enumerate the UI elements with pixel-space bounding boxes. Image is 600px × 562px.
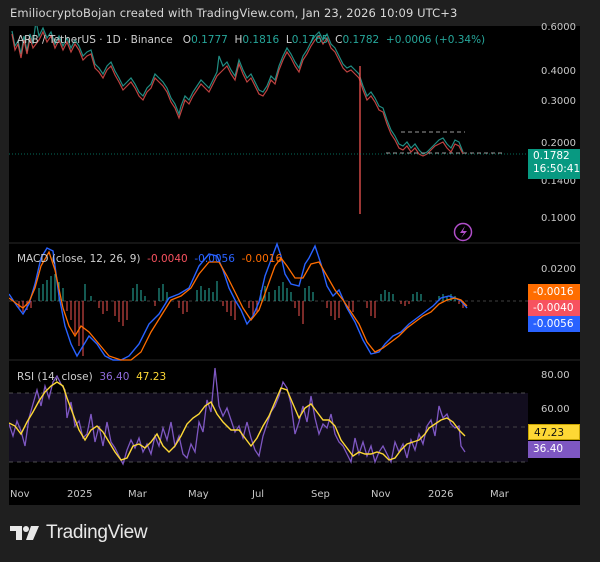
tradingview-logo-icon bbox=[10, 526, 39, 540]
macd-legend[interactable]: MACD (close, 12, 26, 9) -0.0040 -0.0056 … bbox=[17, 253, 282, 265]
rsi-tick: 60.00 bbox=[541, 404, 570, 415]
time-tick: Jul bbox=[252, 489, 265, 500]
time-tick: 2025 bbox=[67, 489, 93, 500]
price-tick: 0.2000 bbox=[541, 138, 576, 149]
close-label: C bbox=[335, 34, 343, 46]
open-label: O bbox=[182, 34, 192, 46]
close-value: 0.1782 bbox=[342, 34, 380, 46]
symbol-title[interactable]: ARB / TetherUS · 1D · Binance bbox=[17, 34, 173, 46]
price-tick: 0.3000 bbox=[541, 96, 576, 107]
price-candles bbox=[11, 26, 464, 214]
time-tick: May bbox=[188, 489, 209, 500]
time-tick: 2026 bbox=[428, 489, 454, 500]
rsi-value: 36.40 bbox=[99, 371, 130, 383]
rsi-tick: 80.00 bbox=[541, 370, 570, 381]
rsi-ma-tag: 47.23 bbox=[528, 424, 580, 440]
lightning-icon[interactable] bbox=[453, 222, 473, 242]
price-tick: 0.1400 bbox=[541, 176, 576, 187]
open-value: 0.1777 bbox=[191, 34, 228, 46]
rsi-legend[interactable]: RSI (14, close) 36.40 47.23 bbox=[17, 371, 166, 383]
macd-tick: 0.0200 bbox=[541, 264, 576, 275]
chart-frame[interactable]: ARB / TetherUS · 1D · Binance O0.1777 H0… bbox=[9, 26, 580, 505]
macd-line-value: -0.0056 bbox=[194, 253, 235, 265]
last-price-value: 0.1782 bbox=[533, 150, 570, 162]
time-tick: Nov bbox=[371, 489, 391, 500]
rsi-title[interactable]: RSI (14, close) bbox=[17, 371, 93, 383]
price-tick: 0.4000 bbox=[541, 66, 576, 77]
low-label: L bbox=[285, 34, 292, 46]
macd-signal-value: -0.0016 bbox=[241, 253, 283, 265]
macd-title[interactable]: MACD (close, 12, 26, 9) bbox=[17, 253, 141, 265]
rsi-tag: 36.40 bbox=[528, 441, 580, 458]
macd-histogram-tag: -0.0040 bbox=[528, 300, 580, 316]
time-tick: Nov bbox=[10, 489, 30, 500]
last-price-tag: 0.1782 16:50:41 bbox=[528, 149, 580, 179]
change-value: +0.0006 (+0.34%) bbox=[385, 34, 486, 46]
rsi-pane bbox=[9, 367, 528, 466]
high-label: H bbox=[234, 34, 243, 46]
macd-histogram bbox=[18, 274, 464, 356]
tradingview-wordmark: TradingView bbox=[46, 522, 148, 543]
macd-pane bbox=[9, 241, 528, 361]
time-tick: Mar bbox=[490, 489, 509, 500]
price-tick: 0.6000 bbox=[541, 22, 576, 33]
bar-countdown: 16:50:41 bbox=[533, 163, 581, 175]
rsi-ma-value: 47.23 bbox=[136, 371, 167, 383]
macd-line-tag: -0.0056 bbox=[528, 316, 580, 332]
high-value: 0.1816 bbox=[242, 34, 280, 46]
price-tick: 0.1000 bbox=[541, 213, 576, 224]
low-value: 0.1765 bbox=[291, 34, 329, 46]
time-tick: Sep bbox=[311, 489, 330, 500]
tradingview-logo[interactable]: TradingView bbox=[10, 522, 148, 544]
macd-histogram-value: -0.0040 bbox=[147, 253, 188, 265]
symbol-legend[interactable]: ARB / TetherUS · 1D · Binance O0.1777 H0… bbox=[17, 34, 485, 46]
chart-canvas[interactable] bbox=[9, 26, 580, 505]
macd-signal-tag: -0.0016 bbox=[528, 284, 580, 300]
time-tick: Mar bbox=[128, 489, 147, 500]
chart-attribution: EmiliocryptoBojan created with TradingVi… bbox=[10, 6, 458, 20]
